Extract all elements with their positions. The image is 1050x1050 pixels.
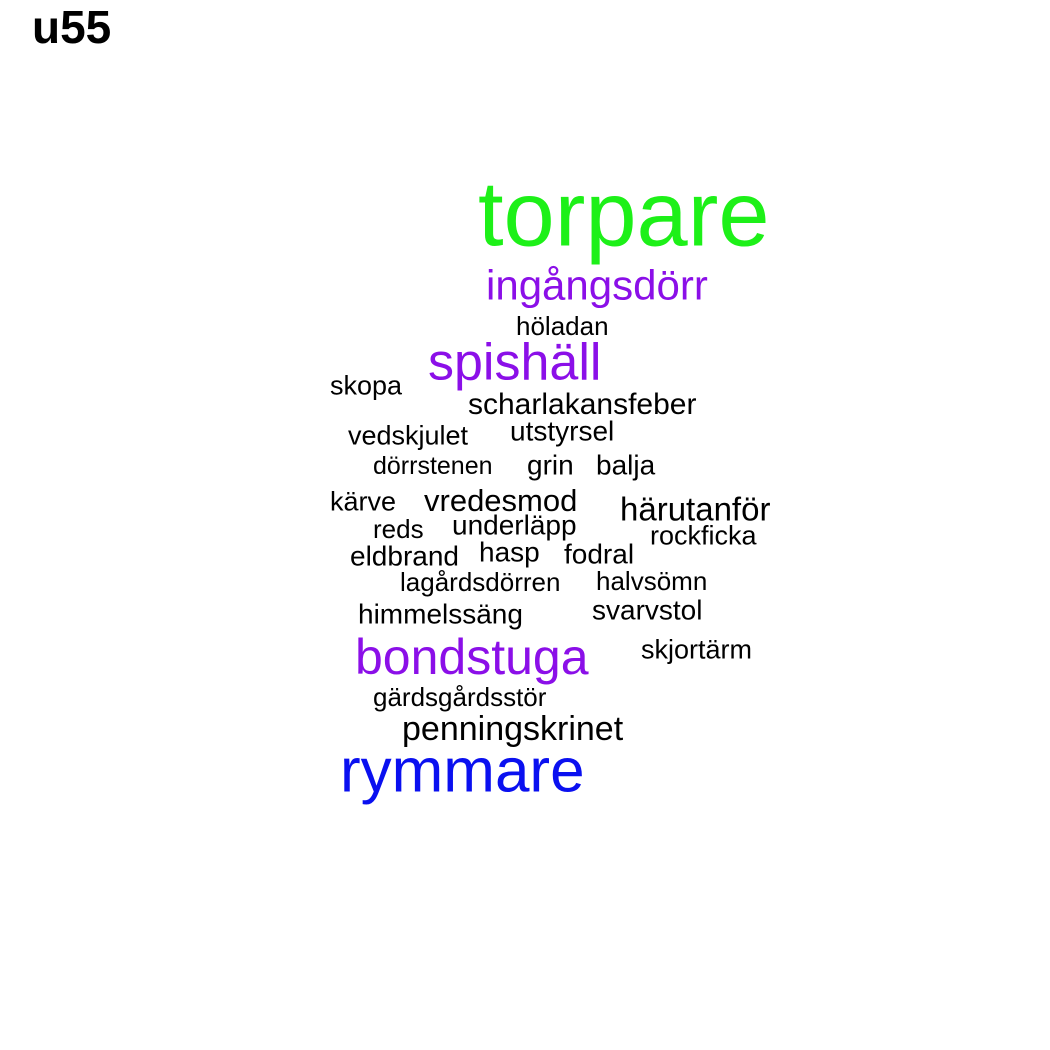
word-grin: grin <box>527 449 574 481</box>
word-himmelssang: himmelssäng <box>358 598 523 630</box>
word-skjortarm: skjortärm <box>641 634 753 665</box>
word-torpare: torpare <box>478 163 770 266</box>
word-underlapp: underläpp <box>452 509 577 541</box>
word-vedskjulet: vedskjulet <box>348 420 469 451</box>
word-reds: reds <box>373 514 424 545</box>
word-rockficka: rockficka <box>650 520 757 551</box>
word-utstyrsel: utstyrsel <box>510 415 615 447</box>
word-spishall: spishäll <box>428 333 602 392</box>
word-balja: balja <box>596 449 656 481</box>
word-holadan: höladan <box>516 311 609 342</box>
word-skopa: skopa <box>330 370 403 401</box>
word-dorrstenen: dörrstenen <box>373 452 493 480</box>
word-lagardsdorren: lagårdsdörren <box>400 567 561 598</box>
word-halvsomn: halvsömn <box>596 566 708 597</box>
plot-title: u55 <box>32 1 112 53</box>
word-scharlakansfeber: scharlakansfeber <box>468 388 697 421</box>
word-karve: kärve <box>330 486 397 517</box>
word-vredesmod: vredesmod <box>424 483 578 519</box>
word-rymmare: rymmare <box>340 736 585 806</box>
word-bondstuga: bondstuga <box>355 629 589 685</box>
word-gardsgardsstor: gärdsgårdsstör <box>373 682 547 713</box>
word-fodral: fodral <box>564 538 635 570</box>
word-ingangsdorr: ingångsdörr <box>486 261 708 309</box>
word-harutanfor: härutanför <box>620 490 771 528</box>
word-eldbrand: eldbrand <box>350 540 459 572</box>
word-penningskrinet: penningskrinet <box>402 709 624 748</box>
word-hasp: hasp <box>479 536 540 568</box>
word-svarvstol: svarvstol <box>592 594 703 626</box>
